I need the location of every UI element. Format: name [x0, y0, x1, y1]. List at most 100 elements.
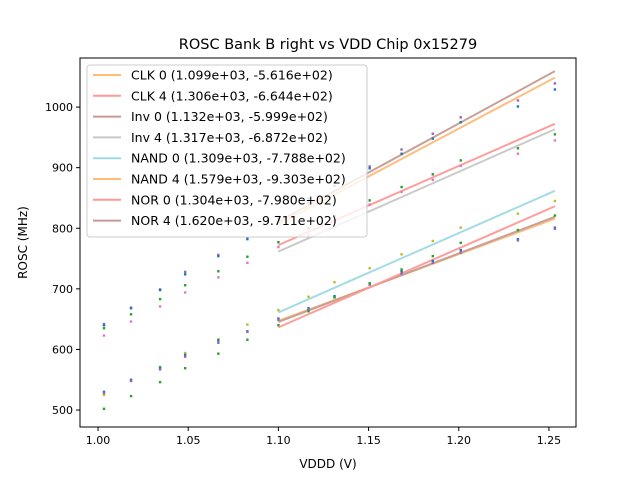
data-point-points-olive-low [102, 393, 106, 397]
x-axis-label: VDDD (V) [299, 457, 356, 471]
data-point-points-blue-low [102, 390, 106, 394]
data-point-points-pink-mid [277, 245, 280, 249]
x-tick-label: 1.00 [86, 434, 111, 447]
legend-label: Inv 0 (1.132e+03, -5.999e+02) [131, 109, 328, 124]
data-point-points-blue-high [183, 273, 187, 276]
data-point-points-olive-low [277, 308, 280, 312]
data-point-points-purple-low [553, 227, 557, 231]
data-point-points-green-low [400, 268, 403, 271]
data-point-points-purple-low [183, 355, 187, 358]
data-point-points-pink-mid [516, 152, 520, 155]
legend-label: NOR 4 (1.620e+03, -9.711e+02) [131, 213, 337, 228]
data-point-points-blue-low [277, 317, 280, 320]
data-point-points-olive-low [431, 239, 434, 243]
x-axis-ticks: 1.00 1.05 1.10 1.15 1.20 1.25 [86, 427, 561, 447]
data-point-points-olive-low [516, 212, 520, 215]
data-point-points-pink-mid [431, 178, 434, 181]
data-point-points-olive-low [368, 267, 371, 270]
data-point-points-blue-high [129, 307, 133, 310]
data-point-points-olive-low [400, 253, 403, 256]
data-point-points-blue-low [183, 353, 187, 357]
data-point-points-purple-low [400, 272, 403, 275]
y-tick-label: 500 [52, 404, 73, 417]
data-point-points-green-low [333, 296, 336, 299]
legend-label: NOR 0 (1.304e+03, -7.980e+02) [131, 192, 337, 207]
chart-title: ROSC Bank B right vs VDD Chip 0x15279 [179, 37, 477, 53]
legend-label: NAND 0 (1.309e+03, -7.788e+02) [131, 151, 346, 166]
data-point-points-pink-mid [183, 291, 187, 294]
y-tick-label: 800 [52, 222, 73, 235]
data-point-points-green-low [277, 324, 280, 327]
data-point-points-green-mid [459, 159, 462, 162]
data-point-points-green-mid [158, 297, 162, 301]
data-point-points-green-mid [277, 240, 280, 244]
x-tick-label: 1.25 [537, 434, 562, 447]
data-point-points-blue-low [217, 339, 220, 342]
data-point-points-green-mid [431, 173, 434, 176]
data-point-points-green-low [183, 367, 187, 370]
data-point-points-green-low [368, 282, 371, 285]
data-point-points-green-low [431, 254, 434, 258]
data-point-points-purple-high [102, 322, 106, 326]
data-point-points-green-mid [368, 199, 371, 202]
legend-label: Inv 4 (1.317e+03, -6.872e+02) [131, 130, 328, 145]
legend-label: NAND 4 (1.579e+03, -9.303e+02) [131, 172, 346, 187]
data-point-points-purple-low [459, 251, 462, 254]
data-point-points-purple-high [246, 236, 249, 240]
legend-label: CLK 0 (1.099e+03, -5.616e+02) [131, 68, 333, 83]
data-point-points-olive-low [246, 323, 249, 326]
data-point-points-purple-high [400, 148, 403, 151]
data-point-points-blue-high [368, 167, 371, 170]
data-point-points-blue-high [102, 324, 106, 327]
data-point-points-purple-low [431, 261, 434, 264]
fit-line-nor-0 [277, 205, 556, 329]
data-point-points-purple-low [158, 368, 162, 371]
y-tick-label: 700 [52, 283, 73, 296]
data-point-points-blue-low [400, 270, 403, 273]
data-point-points-blue-high [217, 254, 220, 258]
data-point-points-pink-mid [400, 190, 403, 194]
fit-line-inv-0 [278, 215, 556, 323]
data-point-points-purple-high [368, 165, 371, 168]
data-point-points-green-mid [129, 313, 133, 316]
y-tick-label: 900 [52, 162, 73, 175]
data-point-points-green-mid [400, 185, 403, 189]
data-point-points-green-mid [183, 284, 187, 287]
axes-frame [79, 57, 577, 428]
data-point-points-olive-low [553, 199, 557, 203]
data-point-points-olive-low [217, 337, 220, 341]
x-tick-label: 1.15 [356, 434, 381, 447]
data-point-points-green-low [516, 228, 520, 232]
data-point-points-blue-high [553, 88, 557, 91]
data-point-points-olive-low [307, 295, 310, 298]
data-point-points-blue-high [459, 121, 462, 124]
data-point-points-green-low [307, 310, 310, 313]
data-point-points-blue-high [158, 288, 162, 292]
data-point-points-blue-low [307, 307, 310, 310]
data-point-points-pink-mid [129, 320, 133, 323]
data-point-points-purple-low [307, 308, 310, 311]
data-point-points-olive-low [333, 280, 336, 284]
y-tick-label: 600 [52, 343, 73, 356]
data-point-points-purple-high [183, 270, 187, 274]
data-point-points-blue-low [333, 294, 336, 298]
data-point-points-pink-mid [158, 305, 162, 308]
data-point-points-green-low [459, 241, 462, 245]
data-point-points-olive-low [459, 226, 462, 229]
x-tick-label: 1.05 [176, 434, 201, 447]
data-point-points-green-low [246, 338, 249, 341]
data-point-points-purple-low [368, 283, 371, 286]
data-point-points-green-low [553, 214, 557, 217]
data-point-points-blue-high [246, 237, 249, 241]
data-point-points-blue-low [431, 259, 434, 263]
data-point-points-green-mid [217, 270, 220, 273]
data-point-points-purple-low [516, 239, 520, 242]
data-point-points-purple-high [553, 82, 557, 85]
data-point-points-purple-low [277, 318, 280, 321]
data-point-points-blue-low [553, 226, 557, 229]
data-point-points-blue-low [516, 237, 520, 241]
data-point-points-green-low [158, 380, 162, 384]
data-point-points-purple-low [102, 391, 106, 395]
data-point-points-purple-low [129, 379, 133, 383]
x-tick-label: 1.10 [266, 434, 291, 447]
